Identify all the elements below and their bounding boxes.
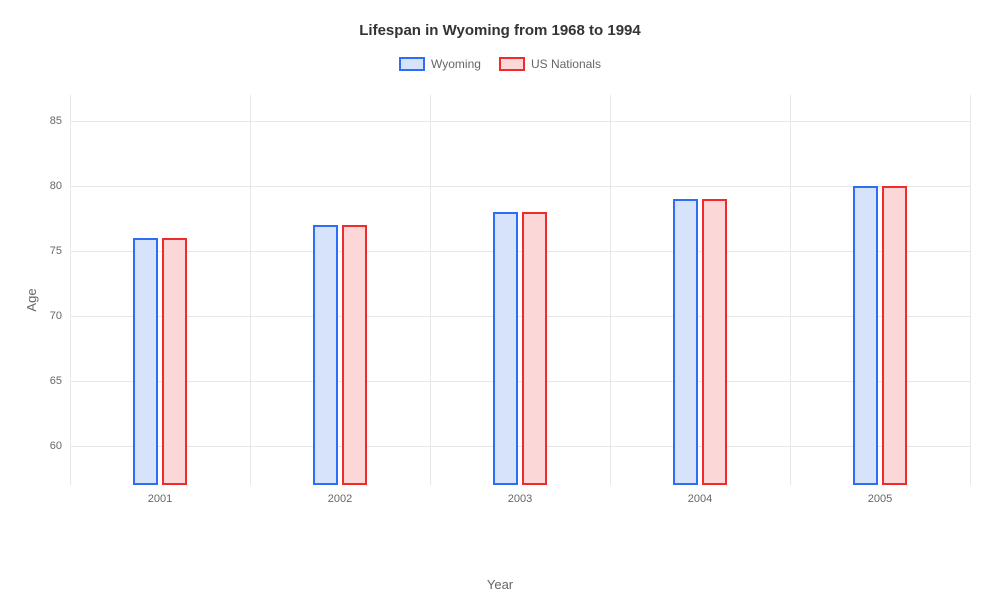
grid-line-horizontal: [70, 251, 970, 252]
grid-line-horizontal: [70, 446, 970, 447]
x-tick-label: 2004: [688, 493, 712, 505]
x-tick-label: 2002: [328, 493, 352, 505]
y-tick-label: 80: [50, 180, 62, 192]
y-tick-label: 75: [50, 245, 62, 257]
x-tick-label: 2005: [868, 493, 892, 505]
bar: [853, 186, 878, 485]
grid-line-vertical: [970, 95, 971, 485]
grid-line-horizontal: [70, 121, 970, 122]
chart-title: Lifespan in Wyoming from 1968 to 1994: [0, 0, 1000, 39]
grid-line-horizontal: [70, 316, 970, 317]
grid-line-horizontal: [70, 186, 970, 187]
bar: [493, 212, 518, 485]
y-tick-label: 65: [50, 375, 62, 387]
bar: [162, 238, 187, 485]
bar: [342, 225, 367, 485]
bar: [882, 186, 907, 485]
legend-label: Wyoming: [431, 57, 481, 71]
legend-swatch: [399, 57, 425, 71]
bar: [702, 199, 727, 485]
grid-line-vertical: [610, 95, 611, 485]
legend-item-0: Wyoming: [399, 57, 481, 71]
grid-line-vertical: [70, 95, 71, 485]
grid-line-vertical: [430, 95, 431, 485]
y-tick-label: 70: [50, 310, 62, 322]
bar: [522, 212, 547, 485]
plot-area: 60657075808520012002200320042005: [70, 95, 970, 525]
grid-line-vertical: [250, 95, 251, 485]
legend-label: US Nationals: [531, 57, 601, 71]
x-tick-label: 2001: [148, 493, 172, 505]
y-tick-label: 85: [50, 115, 62, 127]
grid-line-vertical: [790, 95, 791, 485]
grid-line-horizontal: [70, 381, 970, 382]
legend-swatch: [499, 57, 525, 71]
legend: Wyoming US Nationals: [0, 57, 1000, 71]
x-axis-title: Year: [487, 577, 513, 592]
x-tick-label: 2003: [508, 493, 532, 505]
legend-item-1: US Nationals: [499, 57, 601, 71]
bar: [313, 225, 338, 485]
bar: [673, 199, 698, 485]
bar: [133, 238, 158, 485]
y-axis-title: Age: [24, 288, 39, 311]
y-tick-label: 60: [50, 440, 62, 452]
